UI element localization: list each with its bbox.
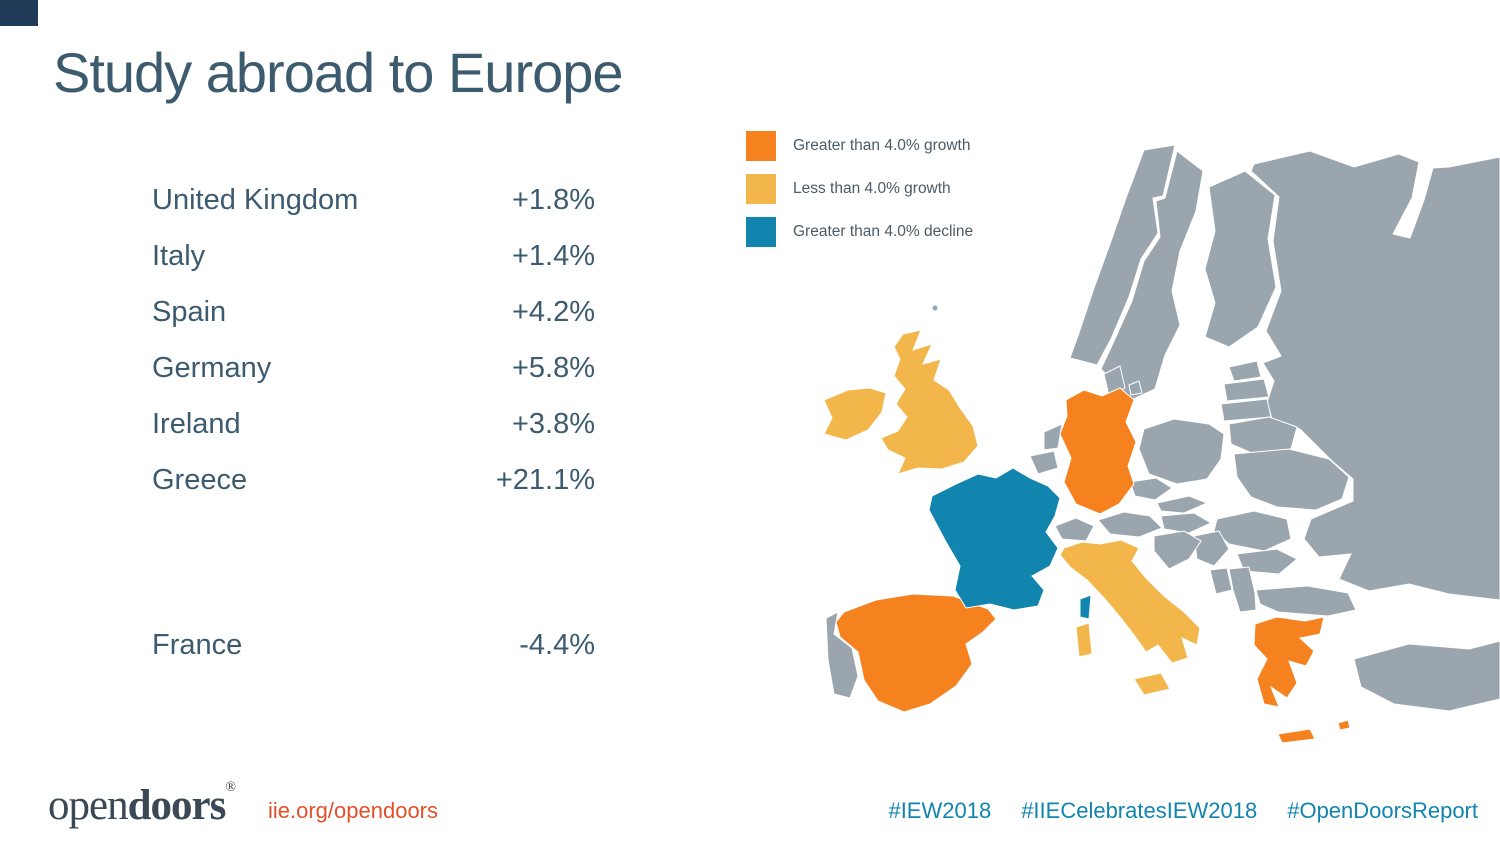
map-country-turkey — [1353, 640, 1500, 712]
legend-item: Greater than 4.0% decline — [746, 217, 973, 247]
map-island-sicily — [1133, 672, 1171, 696]
map-island-crete — [1277, 728, 1316, 744]
country-name: Spain — [152, 295, 227, 328]
map-country-germany — [1059, 387, 1137, 515]
map-country-slovakia — [1156, 495, 1209, 514]
country-name: United Kingdom — [152, 183, 359, 216]
country-value: +1.4% — [511, 239, 595, 272]
map-region-thrace — [1255, 585, 1357, 617]
hashtag-bar: #IEW2018 #IIECelebratesIEW2018 #OpenDoor… — [888, 798, 1478, 824]
country-name: France — [152, 628, 243, 661]
corner-accent-bar — [0, 0, 38, 26]
country-growth-list: United Kingdom +1.8% Italy +1.4% Spain +… — [152, 172, 595, 508]
country-row: Spain +4.2% — [152, 284, 595, 340]
opendoors-logo-open: open — [48, 782, 129, 829]
country-row: Greece +21.1% — [152, 452, 595, 508]
opendoors-logo: opendoors® — [48, 780, 236, 830]
legend-item: Greater than 4.0% growth — [746, 131, 973, 161]
map-legend: Greater than 4.0% growth Less than 4.0% … — [746, 131, 973, 247]
country-row: United Kingdom +1.8% — [152, 172, 595, 228]
opendoors-website-link[interactable]: iie.org/opendoors — [268, 798, 439, 823]
map-country-belgium — [1029, 450, 1059, 475]
country-value: +3.8% — [511, 407, 595, 440]
map-country-albania — [1228, 566, 1257, 613]
map-country-italy — [1059, 539, 1201, 664]
map-island-faroe — [931, 304, 939, 312]
europe-choropleth-map — [808, 138, 1500, 770]
map-country-czechia — [1129, 477, 1173, 501]
map-country-portugal — [825, 611, 859, 699]
map-country-latvia — [1223, 378, 1270, 402]
country-name: Ireland — [152, 407, 241, 440]
country-row: Ireland +3.8% — [152, 396, 595, 452]
map-country-france — [928, 467, 1061, 611]
country-name: Greece — [152, 463, 248, 496]
hashtag-iiecelebratesiew2018[interactable]: #IIECelebratesIEW2018 — [1021, 798, 1258, 823]
map-country-finland — [1204, 170, 1277, 348]
legend-swatch-growth-high — [746, 131, 776, 161]
map-country-switzerland — [1054, 517, 1095, 542]
legend-item: Less than 4.0% growth — [746, 174, 973, 204]
country-row: Italy +1.4% — [152, 228, 595, 284]
country-name: Italy — [152, 239, 206, 272]
legend-label: Greater than 4.0% growth — [793, 137, 971, 154]
map-country-north-macedonia — [1209, 567, 1233, 595]
map-country-serbia — [1193, 530, 1230, 567]
legend-swatch-decline — [746, 217, 776, 247]
legend-swatch-growth-low — [746, 174, 776, 204]
map-country-ukraine — [1233, 448, 1350, 511]
registered-trademark-symbol: ® — [225, 780, 236, 795]
map-country-austria — [1097, 511, 1163, 538]
map-country-russia — [1250, 150, 1500, 601]
country-row: Germany +5.8% — [152, 340, 595, 396]
map-country-united-kingdom — [880, 329, 979, 475]
country-value: +1.8% — [511, 183, 595, 216]
country-value: +5.8% — [511, 351, 595, 384]
map-country-netherlands — [1043, 423, 1063, 451]
country-value: -4.4% — [519, 628, 595, 661]
map-country-sweden — [1100, 150, 1204, 402]
europe-map-svg — [823, 144, 1500, 744]
map-country-lithuania — [1220, 398, 1272, 422]
map-country-hungary — [1160, 512, 1213, 534]
map-country-norway — [1069, 144, 1176, 366]
map-island-zealand — [1128, 380, 1143, 396]
map-country-croatia-bosnia — [1153, 530, 1202, 570]
page-title: Study abroad to Europe — [53, 41, 624, 104]
legend-label: Less than 4.0% growth — [793, 180, 951, 197]
map-island-rhodes — [1337, 719, 1351, 731]
hashtag-opendoorsreport[interactable]: #OpenDoorsReport — [1287, 798, 1478, 823]
legend-label: Greater than 4.0% decline — [793, 223, 974, 240]
map-country-ireland — [823, 387, 887, 441]
map-country-spain — [835, 593, 997, 713]
map-island-corsica — [1079, 594, 1092, 620]
country-value: +4.2% — [511, 295, 595, 328]
map-island-sardinia — [1075, 622, 1093, 658]
country-decline-row: France -4.4% — [152, 617, 595, 673]
country-name: Germany — [152, 351, 272, 384]
hashtag-iew2018[interactable]: #IEW2018 — [888, 798, 992, 823]
map-country-estonia — [1228, 360, 1262, 382]
country-value: +21.1% — [495, 463, 595, 496]
opendoors-logo-doors: doors — [127, 782, 227, 829]
country-row: France -4.4% — [152, 617, 595, 673]
map-country-greece — [1253, 616, 1325, 708]
map-country-poland — [1138, 418, 1225, 485]
